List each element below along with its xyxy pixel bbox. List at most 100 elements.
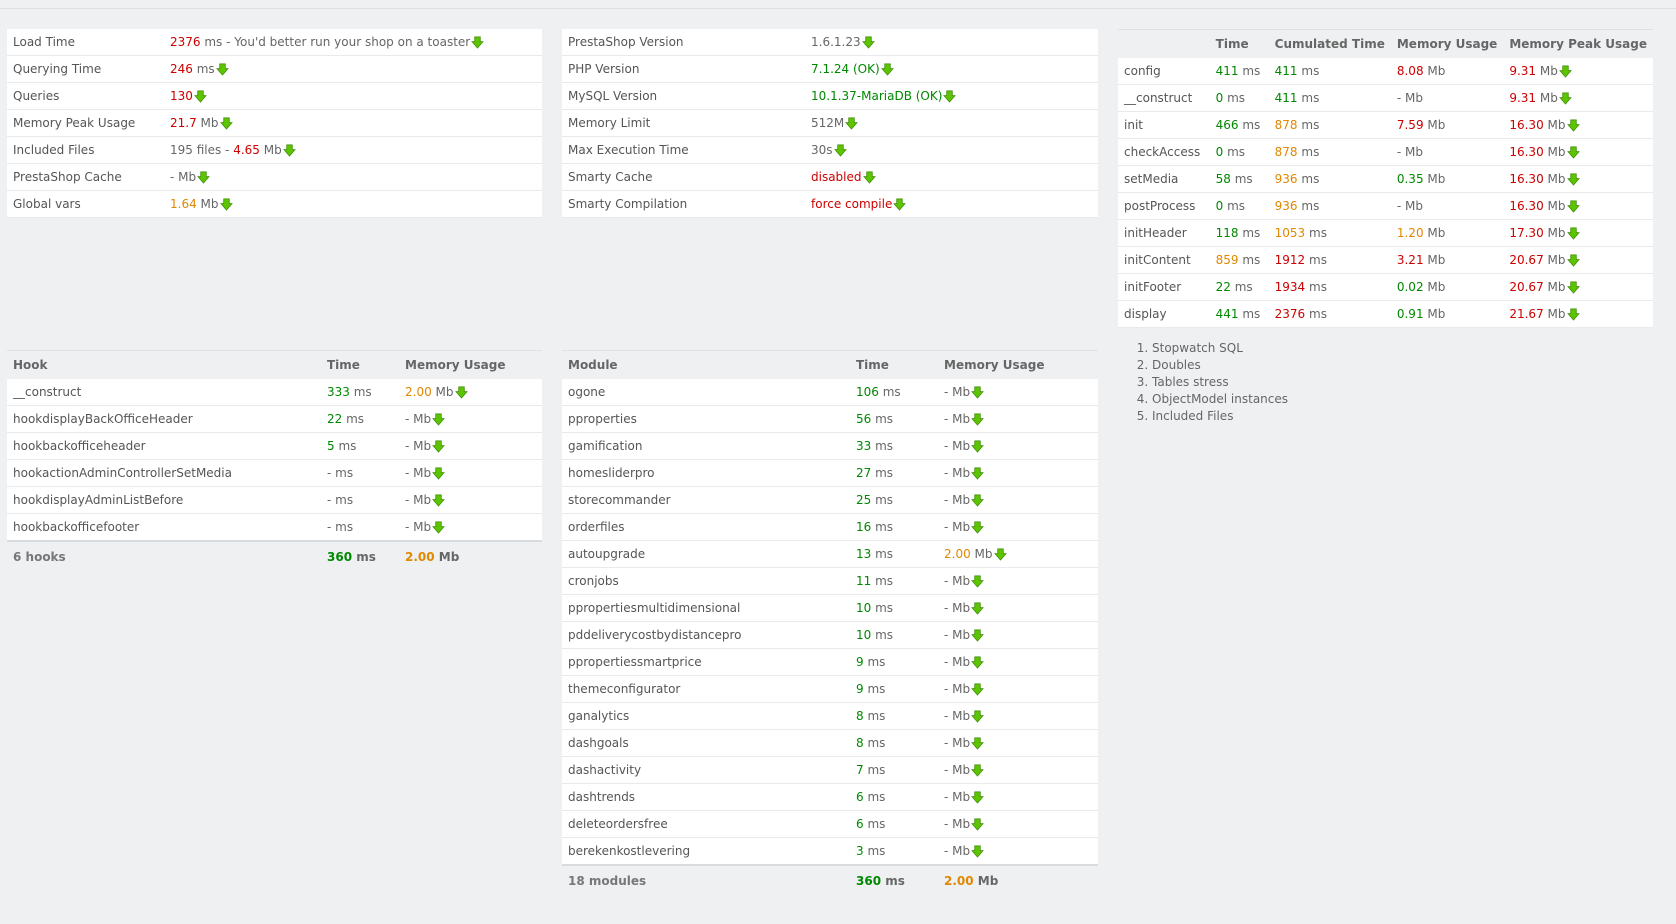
step-name: __construct — [1118, 84, 1210, 112]
tool-link[interactable]: Stopwatch SQL — [1152, 340, 1288, 357]
download-arrow-icon[interactable] — [971, 683, 985, 696]
download-arrow-icon[interactable] — [845, 117, 859, 130]
unit-label: Mb — [948, 601, 971, 615]
unit-label: Mb — [948, 412, 971, 426]
download-arrow-icon[interactable] — [1566, 227, 1580, 240]
module-row-time: 6 ms — [850, 783, 938, 811]
unit-label: Mb — [948, 736, 971, 750]
download-arrow-icon[interactable] — [971, 764, 985, 777]
download-arrow-icon[interactable] — [971, 521, 985, 534]
value: 878 — [1274, 118, 1298, 132]
download-arrow-icon[interactable] — [1566, 254, 1580, 267]
module-row-memory: - Mb — [938, 594, 1098, 622]
hook-row-time: - ms — [321, 486, 399, 514]
download-arrow-icon[interactable] — [971, 575, 985, 588]
download-arrow-icon[interactable] — [1566, 308, 1580, 321]
column-header: Cumulated Time — [1268, 29, 1391, 58]
value: 9.31 — [1509, 64, 1537, 78]
download-arrow-icon[interactable] — [862, 171, 876, 184]
download-arrow-icon[interactable] — [219, 198, 233, 211]
download-arrow-icon[interactable] — [432, 440, 446, 453]
unit-label: ms — [863, 790, 886, 804]
download-arrow-icon[interactable] — [432, 521, 446, 534]
unit-label: Mb — [970, 547, 993, 561]
download-arrow-icon[interactable] — [219, 117, 233, 130]
unit-label: Mb — [409, 439, 432, 453]
value: - — [944, 385, 949, 399]
download-arrow-icon[interactable] — [432, 494, 446, 507]
download-arrow-icon[interactable] — [893, 198, 907, 211]
module-row-memory: - Mb — [938, 379, 1098, 406]
tools-list: Stopwatch SQLDoublesTables stressObjectM… — [1124, 340, 1288, 425]
download-arrow-icon[interactable] — [1558, 65, 1572, 78]
step-row: display 441 ms 2376 ms 0.91 Mb 21.67 Mb — [1118, 300, 1653, 328]
value: - — [944, 412, 949, 426]
download-arrow-icon[interactable] — [971, 791, 985, 804]
download-arrow-icon[interactable] — [971, 629, 985, 642]
column-header: Memory Usage — [399, 350, 542, 379]
config-label: PHP Version — [562, 55, 805, 83]
download-arrow-icon[interactable] — [971, 467, 985, 480]
value: - — [405, 520, 410, 534]
download-arrow-icon[interactable] — [1566, 173, 1580, 186]
download-arrow-icon[interactable] — [197, 171, 211, 184]
unit-label: Mb — [196, 197, 219, 211]
tool-link[interactable]: ObjectModel instances — [1152, 391, 1288, 408]
step-cumulated: 936 ms — [1268, 192, 1391, 220]
summary-value-text: 195 files - — [170, 143, 234, 157]
download-arrow-icon[interactable] — [1566, 200, 1580, 213]
download-arrow-icon[interactable] — [971, 656, 985, 669]
module-row-name: ppropertiessmartprice — [562, 648, 850, 676]
hook-row-time: 333 ms — [321, 379, 399, 406]
step-peak: 9.31 Mb — [1503, 84, 1653, 112]
download-arrow-icon[interactable] — [861, 36, 875, 49]
tool-link[interactable]: Included Files — [1152, 408, 1288, 425]
download-arrow-icon[interactable] — [880, 63, 894, 76]
download-arrow-icon[interactable] — [971, 413, 985, 426]
value: 1934 — [1274, 280, 1306, 294]
step-memory: 3.21 Mb — [1390, 246, 1504, 274]
download-arrow-icon[interactable] — [215, 63, 229, 76]
download-arrow-icon[interactable] — [971, 602, 985, 615]
value: 13 — [856, 547, 872, 561]
value: 2376 — [1274, 307, 1306, 321]
summary-note: - You'd better run your shop on a toaste… — [222, 35, 471, 49]
tool-link[interactable]: Tables stress — [1152, 374, 1288, 391]
module-row: gamification 33 ms - Mb — [562, 432, 1098, 460]
download-arrow-icon[interactable] — [971, 737, 985, 750]
summary-row: Global vars 1.64 Mb — [7, 190, 542, 218]
download-arrow-icon[interactable] — [943, 90, 957, 103]
download-arrow-icon[interactable] — [282, 144, 296, 157]
download-arrow-icon[interactable] — [432, 413, 446, 426]
download-arrow-icon[interactable] — [971, 845, 985, 858]
unit-label: ms — [1297, 172, 1320, 186]
download-arrow-icon[interactable] — [971, 440, 985, 453]
download-arrow-icon[interactable] — [471, 36, 485, 49]
unit-label: Mb — [1423, 280, 1446, 294]
module-row-memory: - Mb — [938, 405, 1098, 433]
value: - — [944, 790, 949, 804]
unit-label: ms — [1238, 226, 1261, 240]
download-arrow-icon[interactable] — [432, 467, 446, 480]
download-arrow-icon[interactable] — [1566, 281, 1580, 294]
download-arrow-icon[interactable] — [833, 144, 847, 157]
download-arrow-icon[interactable] — [454, 386, 468, 399]
tool-link[interactable]: Doubles — [1152, 357, 1288, 374]
download-arrow-icon[interactable] — [971, 818, 985, 831]
download-arrow-icon[interactable] — [971, 386, 985, 399]
hook-row: hookdisplayAdminListBefore - ms - Mb — [7, 486, 542, 514]
value: 441 — [1215, 307, 1239, 321]
summary-value-text: 1.64 — [170, 197, 197, 211]
value: 0 — [1215, 199, 1224, 213]
download-arrow-icon[interactable] — [194, 90, 207, 103]
summary-value: 195 files - 4.65 Mb — [164, 136, 542, 164]
download-arrow-icon[interactable] — [971, 494, 985, 507]
download-arrow-icon[interactable] — [1558, 92, 1572, 105]
module-row-name: homesliderpro — [562, 459, 850, 487]
hook-row: __construct 333 ms 2.00 Mb — [7, 379, 542, 406]
module-row-name: deleteordersfree — [562, 810, 850, 838]
download-arrow-icon[interactable] — [1566, 146, 1580, 159]
download-arrow-icon[interactable] — [971, 710, 985, 723]
download-arrow-icon[interactable] — [1566, 119, 1580, 132]
download-arrow-icon[interactable] — [993, 548, 1007, 561]
